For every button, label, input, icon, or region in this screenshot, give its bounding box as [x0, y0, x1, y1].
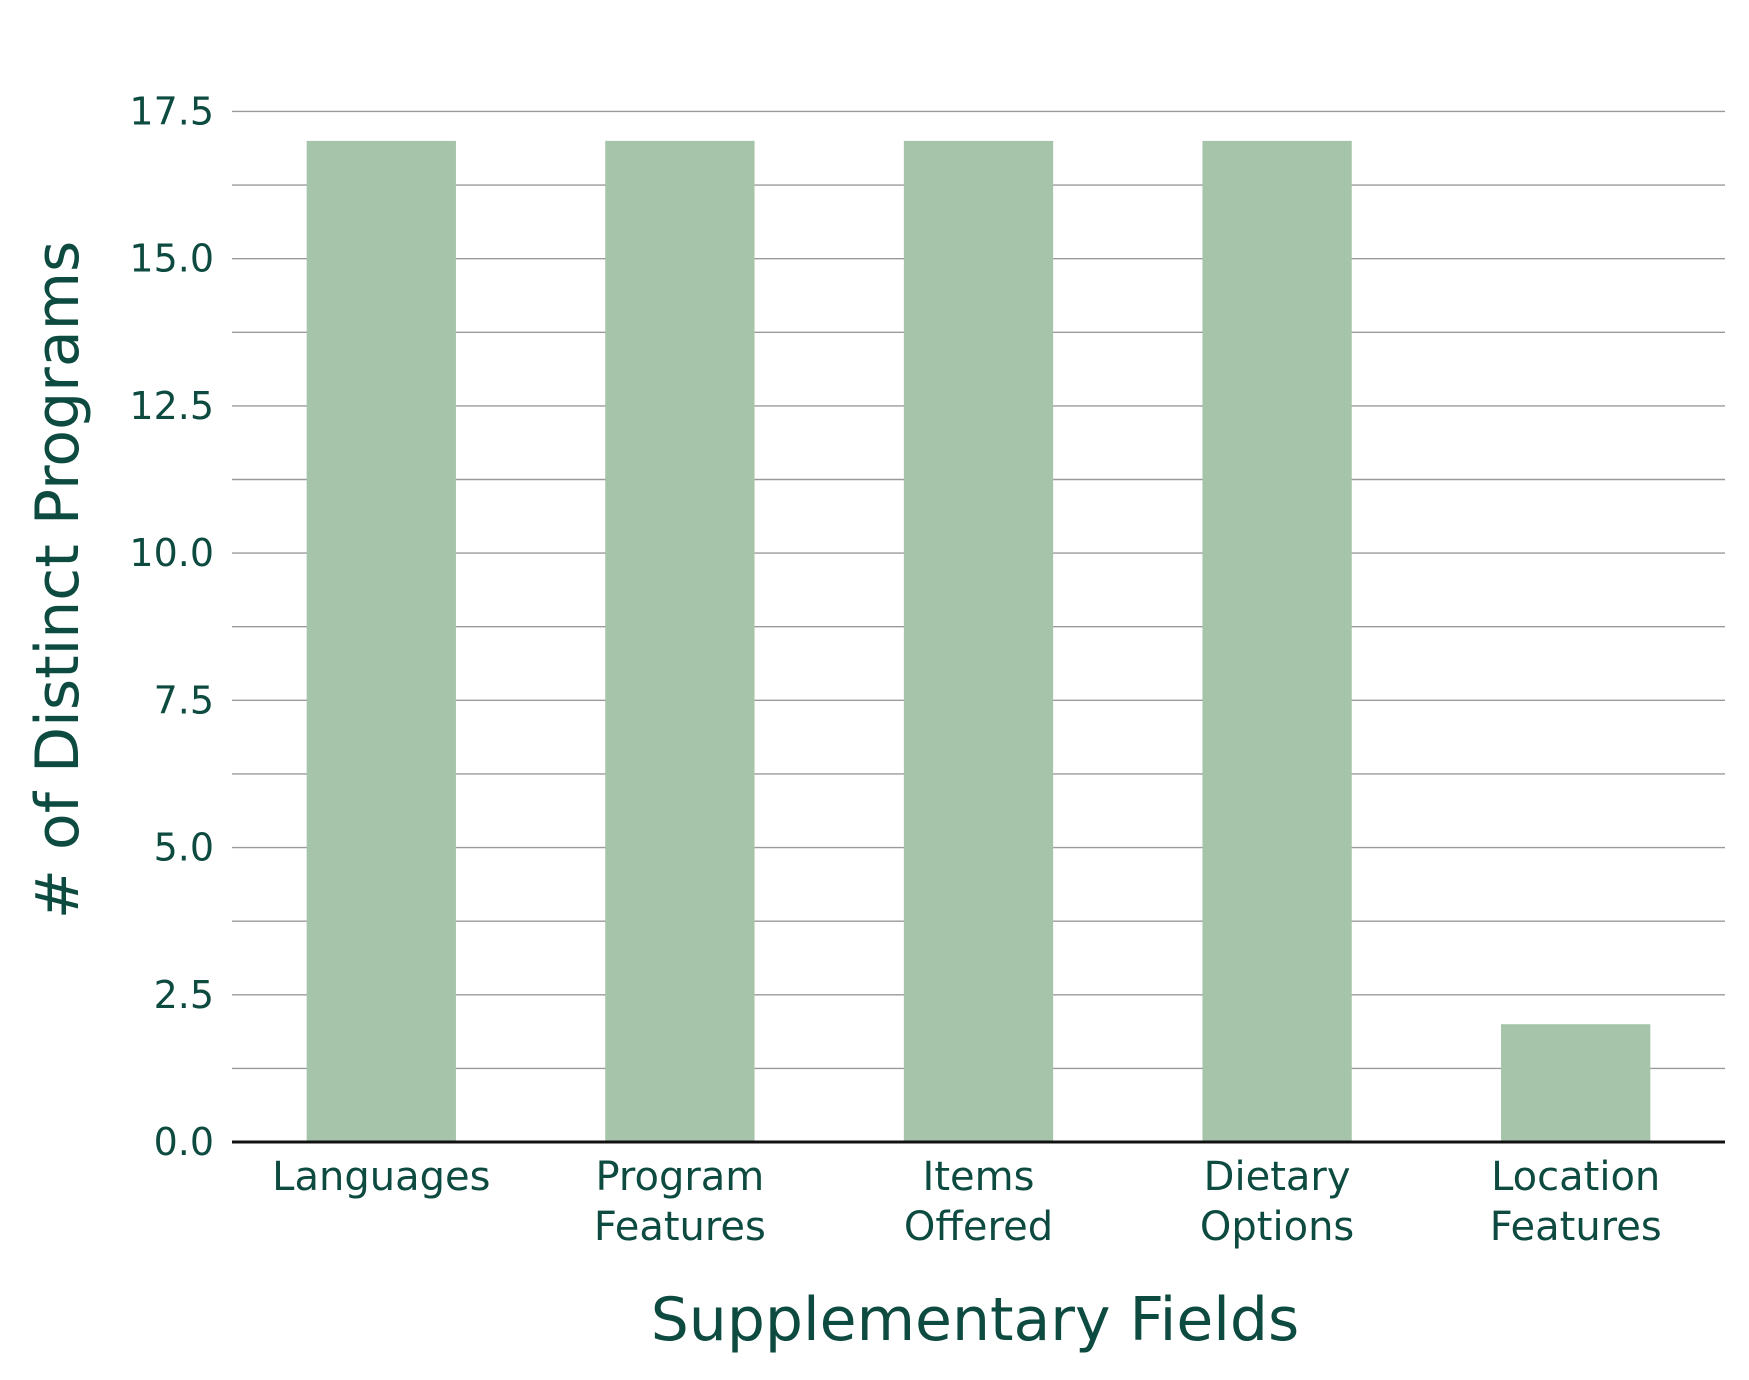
x-tick-label: Dietary [1204, 1154, 1351, 1200]
bar [306, 140, 456, 1142]
y-tick-label: 15.0 [129, 237, 214, 281]
y-tick-label: 12.5 [129, 384, 214, 428]
bar [903, 140, 1054, 1142]
y-tick-label: 0.0 [154, 1120, 214, 1164]
bar [605, 140, 755, 1142]
y-tick-labels: 0.0 2.5 5.0 7.5 10.0 12.5 15.0 17.5 [129, 89, 214, 1164]
bar [1501, 1024, 1651, 1142]
x-tick-label: Features [594, 1204, 766, 1250]
y-tick-label: 17.5 [129, 89, 214, 133]
bars [306, 140, 1651, 1142]
x-tick-label: Items [923, 1154, 1035, 1200]
x-axis-title: Supplementary Fields [651, 1285, 1300, 1355]
x-tick-label: Options [1200, 1204, 1354, 1250]
x-tick-label: Program [596, 1154, 765, 1200]
bar [1202, 140, 1352, 1142]
y-tick-label: 10.0 [129, 531, 214, 575]
y-tick-label: 7.5 [154, 678, 214, 722]
y-axis-title: # of Distinct Programs [23, 241, 93, 920]
x-tick-label: Location [1491, 1154, 1660, 1200]
y-tick-label: 2.5 [154, 973, 214, 1017]
x-tick-label: Features [1490, 1204, 1662, 1250]
x-tick-label: Languages [272, 1154, 490, 1200]
x-tick-label: Offered [904, 1204, 1053, 1250]
y-tick-label: 5.0 [154, 826, 214, 870]
x-category-labels: Languages ProgramFeaturesItemsOfferedDiet… [272, 1154, 1662, 1250]
